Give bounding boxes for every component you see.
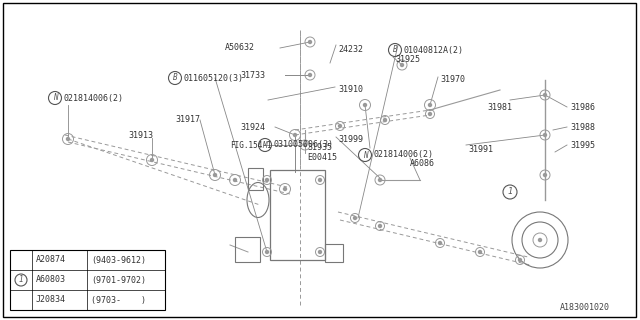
Text: 31986: 31986 — [570, 102, 595, 111]
Circle shape — [438, 242, 442, 244]
Text: A20874: A20874 — [36, 255, 66, 265]
Text: 31981: 31981 — [487, 102, 512, 111]
Circle shape — [294, 133, 296, 137]
Text: A60803: A60803 — [36, 276, 66, 284]
Circle shape — [234, 179, 237, 181]
Text: 24232: 24232 — [338, 45, 363, 54]
Text: 31935: 31935 — [307, 143, 332, 153]
Circle shape — [479, 251, 481, 253]
Circle shape — [543, 173, 547, 177]
Bar — [10, 250, 165, 310]
Circle shape — [339, 124, 342, 127]
Circle shape — [538, 238, 541, 242]
Text: A6086: A6086 — [410, 158, 435, 167]
Text: 31995: 31995 — [570, 140, 595, 149]
Circle shape — [319, 179, 321, 181]
Text: 31988: 31988 — [570, 123, 595, 132]
Text: A183001020: A183001020 — [560, 303, 610, 313]
Text: 31999: 31999 — [338, 135, 363, 145]
Text: 01040812A(2): 01040812A(2) — [403, 45, 463, 54]
Circle shape — [518, 259, 522, 261]
Text: (9703-    ): (9703- ) — [91, 295, 146, 305]
Text: 31910: 31910 — [338, 85, 363, 94]
Text: 1: 1 — [19, 276, 23, 284]
Circle shape — [429, 103, 431, 107]
Text: B: B — [173, 74, 177, 83]
Text: FIG.154-1: FIG.154-1 — [230, 140, 271, 149]
Text: 021814006(2): 021814006(2) — [373, 150, 433, 159]
Circle shape — [429, 113, 431, 116]
Text: N: N — [52, 93, 58, 102]
Circle shape — [319, 251, 321, 253]
Text: B: B — [393, 45, 397, 54]
Text: 021814006(2): 021814006(2) — [63, 93, 123, 102]
Text: J20834: J20834 — [36, 295, 66, 305]
Text: 1: 1 — [508, 188, 513, 196]
Circle shape — [543, 93, 547, 97]
Text: 31924: 31924 — [240, 123, 265, 132]
Text: 31917: 31917 — [175, 116, 200, 124]
Circle shape — [543, 133, 547, 137]
Text: 31970: 31970 — [440, 76, 465, 84]
Circle shape — [364, 103, 367, 107]
Circle shape — [266, 251, 269, 253]
Circle shape — [378, 225, 381, 228]
Circle shape — [266, 179, 269, 181]
Bar — [248, 168, 263, 190]
Text: 31925: 31925 — [395, 55, 420, 65]
Circle shape — [308, 41, 312, 44]
Circle shape — [150, 158, 154, 162]
Text: A50632: A50632 — [225, 44, 255, 52]
Text: E00415: E00415 — [307, 154, 337, 163]
Text: 31991: 31991 — [468, 146, 493, 155]
Circle shape — [284, 188, 287, 190]
Text: 031005006(3): 031005006(3) — [273, 140, 333, 149]
Circle shape — [401, 63, 403, 67]
Text: M: M — [262, 140, 268, 149]
Text: (9403-9612): (9403-9612) — [91, 255, 146, 265]
Circle shape — [214, 173, 216, 177]
Bar — [235, 237, 260, 262]
Circle shape — [353, 217, 356, 220]
Text: 31913: 31913 — [128, 131, 153, 140]
Circle shape — [308, 74, 312, 76]
Text: 011605120(3): 011605120(3) — [183, 74, 243, 83]
Text: 31733: 31733 — [240, 70, 265, 79]
Bar — [325, 244, 343, 262]
Circle shape — [378, 179, 381, 181]
Bar — [270, 170, 325, 260]
Text: N: N — [363, 150, 367, 159]
Circle shape — [67, 138, 70, 140]
Text: (9701-9702): (9701-9702) — [91, 276, 146, 284]
Circle shape — [383, 118, 387, 122]
Circle shape — [303, 143, 307, 147]
